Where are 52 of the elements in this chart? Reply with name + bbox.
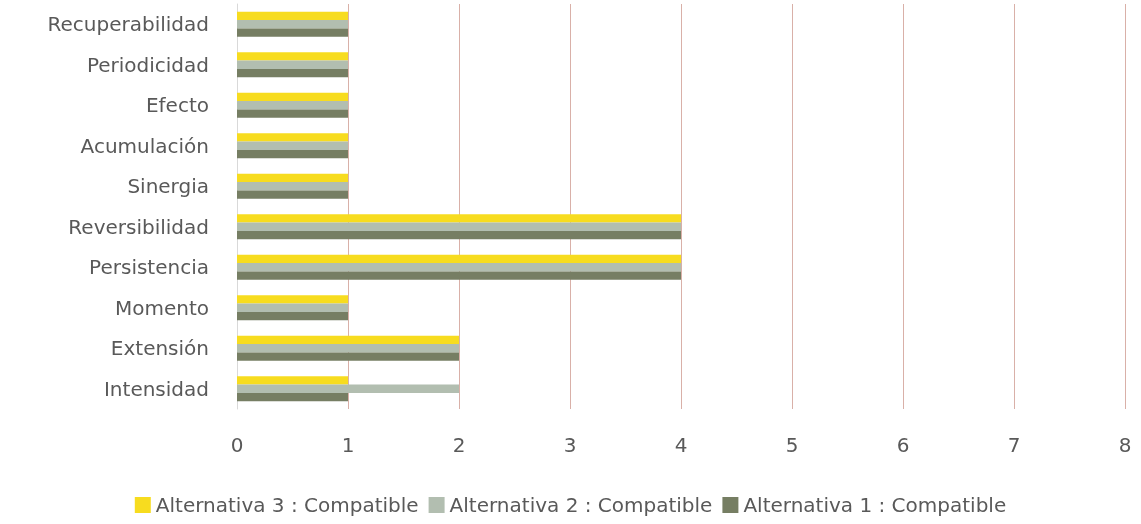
bar bbox=[237, 141, 348, 150]
x-tick-label: 7 bbox=[1007, 433, 1021, 457]
bar bbox=[237, 28, 348, 37]
bar bbox=[237, 230, 681, 240]
bar bbox=[237, 20, 348, 29]
x-tick-label: 6 bbox=[896, 433, 910, 457]
y-tick-label: Periodicidad bbox=[86, 52, 209, 77]
bar bbox=[237, 214, 681, 223]
bar bbox=[237, 133, 348, 142]
bar bbox=[237, 263, 681, 272]
x-tick-label: 1 bbox=[341, 433, 355, 457]
bar bbox=[237, 254, 681, 264]
legend-label: Alternativa 3 : Compatible bbox=[155, 493, 419, 517]
y-tick-label: Momento bbox=[114, 295, 209, 320]
y-tick-label: Sinergia bbox=[127, 174, 209, 199]
bar bbox=[237, 109, 348, 118]
bar bbox=[237, 384, 459, 393]
bar bbox=[237, 295, 348, 304]
x-tick-label: 0 bbox=[230, 433, 244, 457]
bar bbox=[237, 376, 348, 385]
x-tick-label: 2 bbox=[452, 433, 466, 457]
y-tick-label: Efecto bbox=[145, 93, 209, 118]
bar bbox=[237, 303, 348, 312]
y-tick-label: Reversibilidad bbox=[68, 214, 209, 239]
bar bbox=[237, 190, 348, 199]
bar bbox=[237, 344, 459, 353]
bar bbox=[237, 352, 459, 361]
bar bbox=[237, 68, 348, 78]
bar bbox=[237, 11, 348, 21]
bar bbox=[237, 52, 348, 61]
legend-label: Alternativa 1 : Compatible bbox=[743, 493, 1007, 517]
x-tick-label: 5 bbox=[785, 433, 799, 457]
x-tick-label: 8 bbox=[1118, 433, 1132, 457]
legend-label: Alternativa 2 : Compatible bbox=[449, 493, 713, 517]
bar bbox=[237, 392, 348, 402]
bar bbox=[237, 222, 681, 231]
bar bbox=[237, 60, 348, 69]
bar bbox=[237, 149, 348, 159]
y-tick-label: Extensión bbox=[110, 336, 209, 361]
bar bbox=[237, 271, 681, 280]
bar bbox=[237, 182, 348, 191]
y-tick-label: Intensidad bbox=[103, 376, 209, 401]
y-tick-label: Acumulación bbox=[80, 133, 209, 158]
x-tick-label: 4 bbox=[674, 433, 688, 457]
bar bbox=[237, 311, 348, 321]
bar bbox=[237, 92, 348, 102]
bar bbox=[237, 173, 348, 183]
bar bbox=[237, 335, 459, 345]
y-tick-label: Recuperabilidad bbox=[47, 12, 209, 37]
x-tick-label: 3 bbox=[563, 433, 577, 457]
bar bbox=[237, 101, 348, 110]
y-tick-label: Persistencia bbox=[89, 255, 209, 280]
